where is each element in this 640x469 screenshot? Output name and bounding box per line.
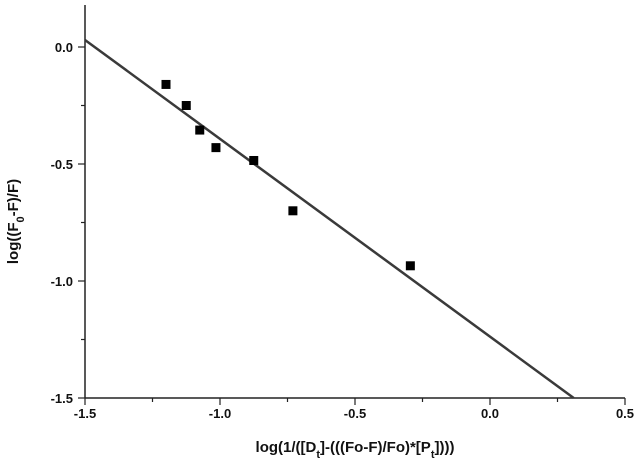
data-point (181, 101, 191, 110)
data-point (195, 125, 205, 135)
y-tick-label: -1.0 (51, 274, 73, 289)
x-tick-label: -1.5 (74, 406, 96, 421)
data-point (211, 143, 221, 153)
x-tick-label: 0.5 (616, 406, 634, 421)
x-tick-label: 0.0 (481, 406, 499, 421)
x-axis: -1.5 -1.0 -0.5 0.0 0.5 (74, 397, 634, 421)
y-axis-title: log((F0-F)/F) (5, 179, 27, 264)
y-axis: 0.0 -0.5 -1.0 -1.5 (51, 5, 86, 406)
fit-line-group (84, 38, 575, 400)
y-tick-label: 0.0 (55, 40, 73, 55)
x-tick-label: -1.0 (209, 406, 231, 421)
data-point (405, 261, 415, 271)
fit-line (84, 38, 575, 400)
points-group (161, 79, 415, 271)
data-point (161, 79, 171, 89)
x-axis-title: log(1/([Dt]-(((Fo-F)/Fo)*[Pt]))) (256, 439, 455, 461)
data-point (288, 206, 298, 216)
data-point (249, 155, 259, 165)
y-tick-label: -0.5 (51, 157, 73, 172)
x-tick-label: -0.5 (344, 406, 366, 421)
y-tick-label: -1.5 (51, 391, 73, 406)
